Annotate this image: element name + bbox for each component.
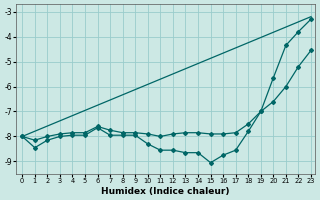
X-axis label: Humidex (Indice chaleur): Humidex (Indice chaleur) (101, 187, 230, 196)
